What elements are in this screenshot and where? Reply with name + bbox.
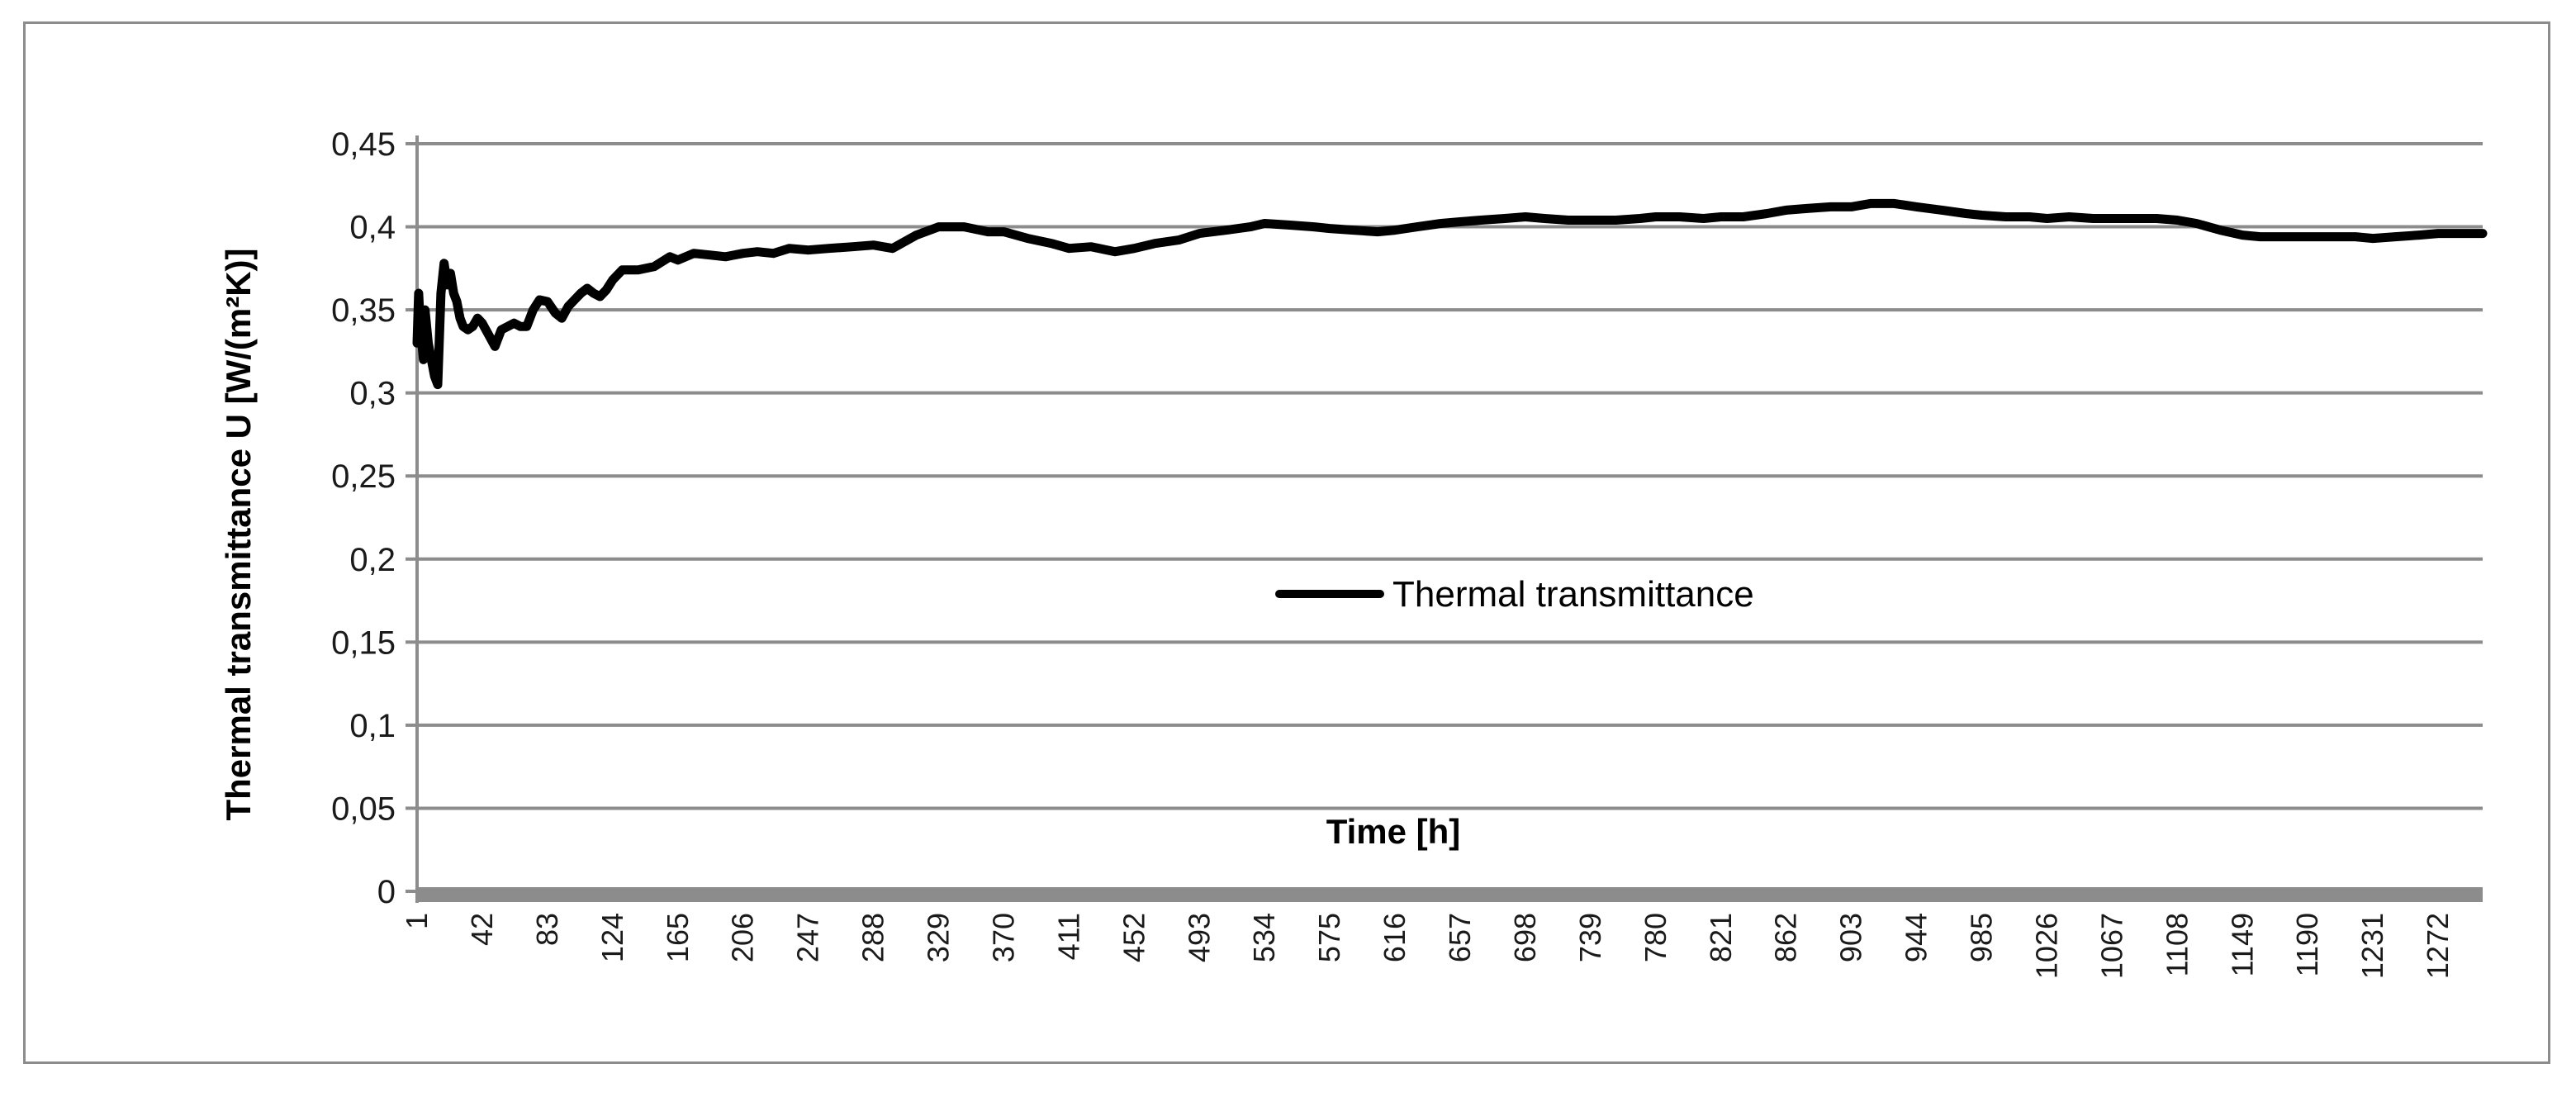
- y-tick-label: 0,45: [331, 126, 396, 163]
- x-tick-label: 370: [986, 913, 1020, 962]
- x-tick-label: 1067: [2094, 913, 2128, 979]
- x-tick-label: 862: [1769, 913, 1803, 962]
- x-tick-label: 985: [1965, 913, 1999, 962]
- x-tick-label: 329: [922, 913, 956, 962]
- x-tick-label: 1190: [2290, 913, 2324, 976]
- x-tick-label: 165: [661, 913, 695, 962]
- x-tick-labels: 1 42 83 124 165 206 247 288 329 370 411 452 493 534 57…: [400, 913, 2455, 979]
- x-tick-label: 411: [1051, 913, 1085, 960]
- gridlines: [406, 135, 2483, 903]
- x-tick-label: 575: [1312, 913, 1346, 962]
- y-tick-label: 0,1: [349, 708, 396, 744]
- series-line-thermal-transmittance: [412, 198, 2488, 390]
- x-tick-label: 452: [1117, 913, 1150, 962]
- series-lines: [412, 198, 2488, 390]
- y-tick-label: 0: [377, 874, 396, 910]
- x-tick-label: 1231: [2355, 913, 2389, 979]
- x-tick-label: 83: [530, 913, 564, 946]
- y-tick-label: 0,25: [331, 458, 396, 495]
- x-tick-label: 1026: [2029, 913, 2063, 979]
- y-tick-label: 0,3: [349, 376, 396, 412]
- legend: Thermal transmittance: [1275, 574, 1754, 615]
- x-tick-label: 206: [726, 913, 760, 962]
- x-tick-label: 1149: [2225, 913, 2259, 976]
- x-tick-label: 780: [1639, 913, 1672, 962]
- x-tick-label: 534: [1247, 913, 1281, 962]
- y-tick-labels: 0 0,05 0,1 0,15 0,2 0,25 0,3 0,35 0,4 0,45: [331, 126, 396, 910]
- x-tick-label: 1272: [2421, 913, 2455, 979]
- x-tick-label: 698: [1508, 913, 1542, 962]
- chart-frame: 0 0,05 0,1 0,15 0,2 0,25 0,3 0,35 0,4 0,45 1 42 83 1…: [23, 21, 2550, 1064]
- line-chart: 00,050,10,150,20,250,30,350,40,45 1 42 83 1…: [219, 126, 2488, 979]
- x-tick-label: 616: [1378, 913, 1411, 962]
- x-tick-label: 124: [595, 913, 629, 962]
- x-tick-label: 944: [1900, 913, 1933, 962]
- x-tick-label: 739: [1573, 913, 1607, 962]
- x-tick-label: 903: [1834, 913, 1868, 962]
- y-tick-label: 0,4: [349, 210, 396, 246]
- y-tick-label: 0,15: [331, 624, 396, 661]
- legend-label: Thermal transmittance: [1392, 574, 1754, 615]
- y-tick-label: 0,2: [349, 542, 396, 578]
- x-tick-label: 42: [465, 913, 499, 946]
- x-tick-label: 1108: [2160, 913, 2194, 976]
- x-axis-title: Time [h]: [1326, 812, 1461, 851]
- x-tick-label: 493: [1182, 913, 1216, 962]
- x-tick-label: 247: [791, 913, 825, 962]
- x-tick-label: 657: [1443, 913, 1477, 962]
- x-tick-label: 821: [1704, 913, 1738, 962]
- y-axis-title: Thermal transmittance U [W/(m²K)]: [219, 248, 258, 820]
- x-tick-label: 288: [856, 913, 890, 962]
- x-tick-label: 1: [400, 913, 434, 929]
- y-tick-label: 0,05: [331, 791, 396, 827]
- y-tick-label: 0,35: [331, 292, 396, 329]
